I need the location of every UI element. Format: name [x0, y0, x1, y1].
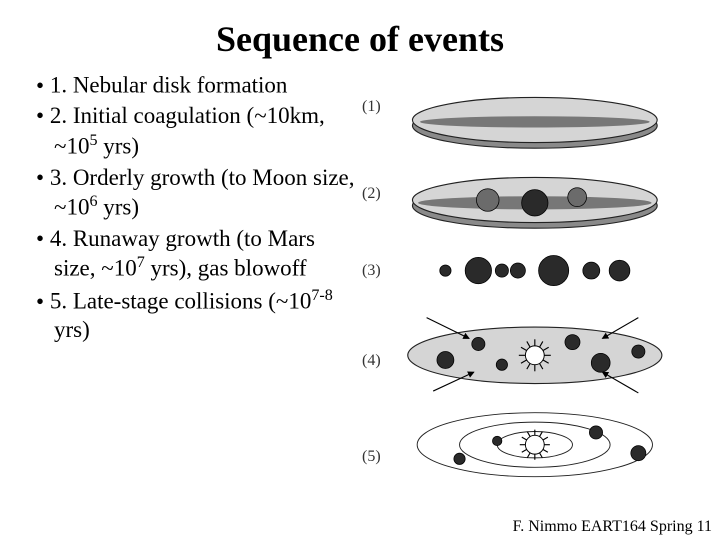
- bullet-item: 5. Late-stage collisions (~107-8 yrs): [36, 286, 356, 345]
- sequence-svg: [356, 70, 676, 490]
- panel-label-3: (3): [362, 262, 381, 280]
- bullet-item: 2. Initial coagulation (~10km, ~105 yrs): [36, 102, 356, 161]
- bullet-list: 1. Nebular disk formation 2. Initial coa…: [36, 70, 356, 490]
- content-row: 1. Nebular disk formation 2. Initial coa…: [0, 70, 720, 490]
- bullet-item: 1. Nebular disk formation: [36, 70, 356, 100]
- panel-label-5: (5): [362, 448, 381, 466]
- footer-credit: F. Nimmo EART164 Spring 11: [513, 518, 712, 536]
- bullet-item: 3. Orderly growth (to Moon size, ~106 yr…: [36, 164, 356, 223]
- panel-label-1: (1): [362, 98, 381, 116]
- panel-label-2: (2): [362, 185, 381, 203]
- sequence-figure: (1) (2) (3) (4) (5): [356, 70, 692, 490]
- bullet-item: 4. Runaway growth (to Mars size, ~107 yr…: [36, 225, 356, 284]
- panel-label-4: (4): [362, 352, 381, 370]
- page-title: Sequence of events: [0, 0, 720, 70]
